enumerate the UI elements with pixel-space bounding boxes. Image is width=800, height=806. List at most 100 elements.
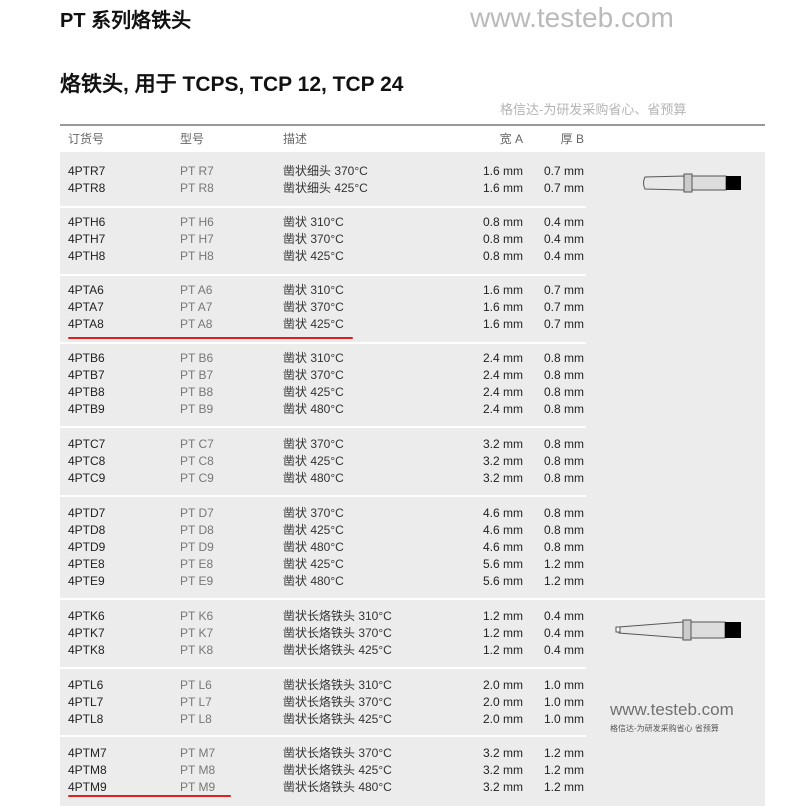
order-number: 4PTC7 [68, 437, 106, 451]
table-row: 4PTM9 PT M9 凿状长烙铁头 480°C 3.2 mm 1.2 mm [0, 779, 800, 796]
thickness-b: 0.4 mm [543, 643, 584, 657]
order-number: 4PTC9 [68, 471, 106, 485]
model: PT B7 [180, 368, 214, 382]
thickness-b: 0.8 mm [543, 506, 584, 520]
model: PT C9 [180, 471, 214, 485]
model: PT M7 [180, 746, 216, 760]
width-a: 3.2 mm [482, 780, 523, 794]
table-row: 4PTL8 PT L8 凿状长烙铁头 425°C 2.0 mm 1.0 mm [0, 711, 800, 728]
description: 凿状细头 370°C [283, 164, 368, 178]
table-top-rule [60, 124, 765, 126]
description: 凿状 370°C [283, 300, 344, 314]
model: PT B6 [180, 351, 214, 365]
description: 凿状 310°C [283, 283, 344, 297]
table-row: 4PTM7 PT M7 凿状长烙铁头 370°C 3.2 mm 1.2 mm [0, 745, 800, 762]
description: 凿状长烙铁头 310°C [283, 609, 392, 623]
thickness-b: 0.8 mm [543, 368, 584, 382]
group-separator [60, 426, 586, 428]
order-number: 4PTH8 [68, 249, 106, 263]
order-number: 4PTK6 [68, 609, 105, 623]
width-a: 1.6 mm [482, 300, 523, 314]
order-number: 4PTL8 [68, 712, 104, 726]
width-a: 4.6 mm [482, 506, 523, 520]
model: PT B9 [180, 402, 214, 416]
width-a: 1.2 mm [482, 609, 523, 623]
description: 凿状 370°C [283, 437, 344, 451]
width-a: 1.6 mm [482, 164, 523, 178]
table-row: 4PTE9 PT E9 凿状 480°C 5.6 mm 1.2 mm [0, 573, 800, 590]
table-row: 4PTL6 PT L6 凿状长烙铁头 310°C 2.0 mm 1.0 mm [0, 677, 800, 694]
order-number: 4PTA8 [68, 317, 104, 331]
order-number: 4PTB6 [68, 351, 105, 365]
header-desc: 描述 [283, 132, 308, 146]
description: 凿状 310°C [283, 351, 344, 365]
model: PT K8 [180, 643, 214, 657]
thickness-b: 0.4 mm [543, 232, 584, 246]
group-separator [60, 274, 586, 276]
table-row: 4PTR8 PT R8 凿状细头 425°C 1.6 mm 0.7 mm [0, 180, 800, 197]
width-a: 2.0 mm [482, 695, 523, 709]
table-row: 4PTD9 PT D9 凿状 480°C 4.6 mm 0.8 mm [0, 539, 800, 556]
table-row: 4PTC9 PT C9 凿状 480°C 3.2 mm 0.8 mm [0, 470, 800, 487]
order-number: 4PTB9 [68, 402, 105, 416]
table-row: 4PTA7 PT A7 凿状 370°C 1.6 mm 0.7 mm [0, 299, 800, 316]
page-title: PT 系列烙铁头 [60, 10, 192, 32]
width-a: 1.2 mm [482, 643, 523, 657]
description: 凿状长烙铁头 425°C [283, 643, 392, 657]
order-number: 4PTK8 [68, 643, 105, 657]
highlight-underline-4pta8 [68, 337, 353, 339]
model: PT H7 [180, 232, 214, 246]
order-number: 4PTE8 [68, 557, 105, 571]
order-number: 4PTD9 [68, 540, 106, 554]
model: PT A6 [180, 283, 213, 297]
model: PT R7 [180, 164, 214, 178]
corner-watermark-slogan: 格信达-为研发采购省心 省预算 [610, 724, 719, 733]
table-row: 4PTK7 PT K7 凿状长烙铁头 370°C 1.2 mm 0.4 mm [0, 625, 800, 642]
width-a: 3.2 mm [482, 454, 523, 468]
width-a: 1.6 mm [482, 283, 523, 297]
width-a: 2.4 mm [482, 385, 523, 399]
description: 凿状 310°C [283, 215, 344, 229]
width-a: 3.2 mm [482, 746, 523, 760]
width-a: 3.2 mm [482, 763, 523, 777]
width-a: 2.0 mm [482, 712, 523, 726]
model: PT L8 [180, 712, 212, 726]
table-row: 4PTA8 PT A8 凿状 425°C 1.6 mm 0.7 mm [0, 316, 800, 333]
width-a: 2.4 mm [482, 368, 523, 382]
model: PT C8 [180, 454, 214, 468]
thickness-b: 1.2 mm [543, 557, 584, 571]
description: 凿状 370°C [283, 506, 344, 520]
order-number: 4PTM7 [68, 746, 107, 760]
description: 凿状 480°C [283, 540, 344, 554]
order-number: 4PTB7 [68, 368, 105, 382]
long-chisel-tip-icon [615, 619, 741, 641]
width-a: 1.6 mm [482, 181, 523, 195]
description: 凿状 480°C [283, 471, 344, 485]
table-row: 4PTC8 PT C8 凿状 425°C 3.2 mm 0.8 mm [0, 453, 800, 470]
table-block-1 [60, 152, 765, 598]
order-number: 4PTA7 [68, 300, 104, 314]
corner-watermark-url: www.testeb.com [610, 700, 734, 719]
header-model: 型号 [180, 132, 205, 146]
width-a: 1.6 mm [482, 317, 523, 331]
description: 凿状长烙铁头 370°C [283, 746, 392, 760]
table-row: 4PTK8 PT K8 凿状长烙铁头 425°C 1.2 mm 0.4 mm [0, 642, 800, 659]
order-number: 4PTM9 [68, 780, 107, 794]
order-number: 4PTE9 [68, 574, 105, 588]
model: PT E8 [180, 557, 214, 571]
description: 凿状 370°C [283, 368, 344, 382]
model: PT L7 [180, 695, 212, 709]
thickness-b: 0.8 mm [543, 437, 584, 451]
thickness-b: 1.2 mm [543, 746, 584, 760]
description: 凿状 425°C [283, 385, 344, 399]
model: PT M9 [180, 780, 216, 794]
thickness-b: 0.7 mm [543, 164, 584, 178]
table-row: 4PTB9 PT B9 凿状 480°C 2.4 mm 0.8 mm [0, 401, 800, 418]
thickness-b: 0.4 mm [543, 215, 584, 229]
group-separator [60, 667, 586, 669]
thickness-b: 1.2 mm [543, 574, 584, 588]
thickness-b: 1.2 mm [543, 763, 584, 777]
order-number: 4PTR7 [68, 164, 106, 178]
model: PT A8 [180, 317, 213, 331]
thickness-b: 0.8 mm [543, 402, 584, 416]
